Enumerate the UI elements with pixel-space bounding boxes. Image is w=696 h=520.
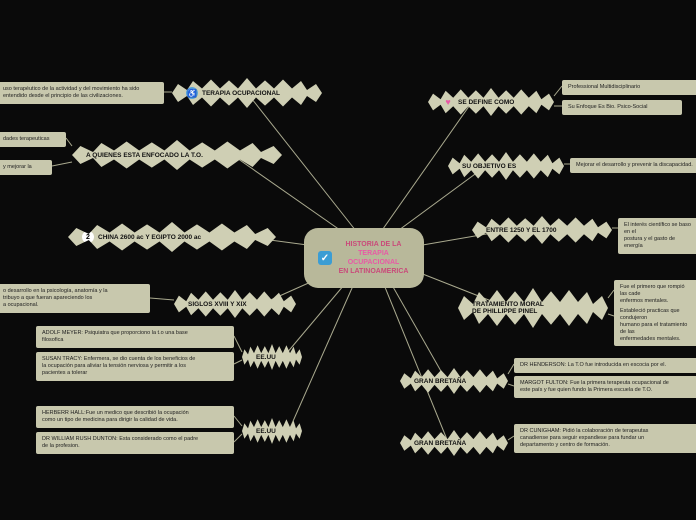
branch-sedefine[interactable]: ♥ SE DEFINE COMO bbox=[428, 88, 554, 116]
branch-terapia[interactable]: ♿ TERAPIA OCUPACIONAL bbox=[172, 78, 322, 108]
branch-label: SIGLOS XVIII Y XIX bbox=[188, 301, 247, 308]
branch-label: TRATAMIENTO MORALDE PHILLIPPE PINEL bbox=[472, 301, 544, 315]
number-badge: 2 bbox=[82, 231, 94, 243]
branch-label: CHINA 2600 ac Y EGIPTO 2000 ac bbox=[98, 234, 201, 241]
branch-label: A QUIENES ESTA ENFOCADO LA T.O. bbox=[86, 152, 203, 159]
branch-china[interactable]: 2 CHINA 2600 ac Y EGIPTO 2000 ac bbox=[68, 222, 276, 252]
note-n_eeuu1b[interactable]: SUSAN TRACY: Enfermera, se dio cuenta de… bbox=[36, 352, 234, 381]
branch-label: EE.UU bbox=[256, 354, 276, 361]
note-n_eeuu2b[interactable]: DR WILLIAM RUSH DUNTON: Esta considerado… bbox=[36, 432, 234, 454]
note-n_quienes1[interactable]: dades terapeuticas bbox=[0, 132, 66, 147]
center-node[interactable]: ✓ HISTORIA DE LA TERAPIA OCUPACIONAL EN … bbox=[304, 228, 424, 288]
note-text: DR CUNIGHAM: Pidió la colaboración de te… bbox=[520, 428, 648, 448]
note-text: DR HENDERSON: La T.O fue introducida en … bbox=[520, 362, 666, 368]
branch-label: GRAN BRETAÑA bbox=[414, 378, 466, 385]
branch-label: TERAPIA OCUPACIONAL bbox=[202, 90, 280, 97]
note-text: Su Enfoque Es Bio. Psico-Social bbox=[568, 104, 648, 110]
note-text: uso terapéutico de la actividad y del mo… bbox=[3, 86, 139, 99]
mindmap-canvas: ✓ HISTORIA DE LA TERAPIA OCUPACIONAL EN … bbox=[0, 0, 696, 520]
note-text: ADOLF MEYER: Psiquiatra que proporciono … bbox=[42, 330, 188, 343]
note-text: dades terapeuticas bbox=[3, 136, 49, 142]
note-n_def1[interactable]: Professional Multidisciplinario bbox=[562, 80, 696, 95]
branch-eeuu2[interactable]: EE.UU bbox=[242, 418, 302, 444]
note-n_def2[interactable]: Su Enfoque Es Bio. Psico-Social bbox=[562, 100, 682, 115]
branch-label: EE.UU bbox=[256, 428, 276, 435]
note-n_siglos[interactable]: o desarrollo en la psicología, anatomía … bbox=[0, 284, 150, 313]
branch-eeuu1[interactable]: EE.UU bbox=[242, 344, 302, 370]
branch-label: ENTRE 1250 Y EL 1700 bbox=[486, 227, 556, 234]
center-title: HISTORIA DE LA TERAPIA OCUPACIONAL EN LA… bbox=[337, 240, 410, 276]
note-text: SUSAN TRACY: Enfermera, se dio cuenta de… bbox=[42, 356, 195, 376]
branch-label: SU OBJETIVO ES bbox=[462, 163, 516, 170]
note-text: El interés científico se baso en elpostu… bbox=[624, 222, 691, 249]
note-n_eeuu1a[interactable]: ADOLF MEYER: Psiquiatra que proporciono … bbox=[36, 326, 234, 348]
note-n_gb1b[interactable]: MARGOT FULTON: Fue la primera terapeuta … bbox=[514, 376, 696, 398]
note-text: Mejorar el desarrollo y prevenir la disc… bbox=[576, 162, 693, 168]
note-text: o desarrollo en la psicología, anatomía … bbox=[3, 288, 108, 308]
branch-pinel[interactable]: TRATAMIENTO MORALDE PHILLIPPE PINEL bbox=[458, 288, 608, 328]
note-n_obj[interactable]: Mejorar el desarrollo y prevenir la disc… bbox=[570, 158, 696, 173]
note-text: y mejorar la bbox=[3, 164, 32, 170]
note-n_gb2[interactable]: DR CUNIGHAM: Pidió la colaboración de te… bbox=[514, 424, 696, 453]
branch-label: GRAN BRETAÑA bbox=[414, 440, 466, 447]
branch-gb1[interactable]: GRAN BRETAÑA bbox=[400, 368, 508, 394]
wheelchair-icon: ♿ bbox=[186, 87, 198, 99]
note-n_eeuu2a[interactable]: HERBERR HALL:Fue un medico que describió… bbox=[36, 406, 234, 428]
note-text: HERBERR HALL:Fue un medico que describió… bbox=[42, 410, 189, 423]
branch-entre[interactable]: ENTRE 1250 Y EL 1700 bbox=[472, 216, 612, 244]
note-n_terapia[interactable]: uso terapéutico de la actividad y del mo… bbox=[0, 82, 164, 104]
branch-objetivo[interactable]: SU OBJETIVO ES bbox=[448, 152, 564, 180]
note-n_entre[interactable]: El interés científico se baso en elpostu… bbox=[618, 218, 696, 254]
branch-gb2[interactable]: GRAN BRETAÑA bbox=[400, 430, 508, 456]
heart-icon: ♥ bbox=[442, 96, 454, 108]
note-text: Estableció practicas que condujeronhuman… bbox=[620, 308, 687, 342]
note-n_gb1a[interactable]: DR HENDERSON: La T.O fue introducida en … bbox=[514, 358, 696, 373]
note-text: MARGOT FULTON: Fue la primera terapeuta … bbox=[520, 380, 669, 393]
note-n_pinel2[interactable]: Estableció practicas que condujeronhuman… bbox=[614, 304, 696, 346]
branch-label: SE DEFINE COMO bbox=[458, 99, 514, 106]
branch-siglos[interactable]: SIGLOS XVIII Y XIX bbox=[174, 290, 296, 318]
note-text: Fue el primero que rompió las cadeenferm… bbox=[620, 284, 685, 304]
note-text: Professional Multidisciplinario bbox=[568, 84, 640, 90]
note-n_quienes2[interactable]: y mejorar la bbox=[0, 160, 52, 175]
branch-quienes[interactable]: A QUIENES ESTA ENFOCADO LA T.O. bbox=[72, 140, 282, 170]
check-icon: ✓ bbox=[318, 251, 332, 265]
note-text: DR WILLIAM RUSH DUNTON: Esta considerado… bbox=[42, 436, 198, 449]
